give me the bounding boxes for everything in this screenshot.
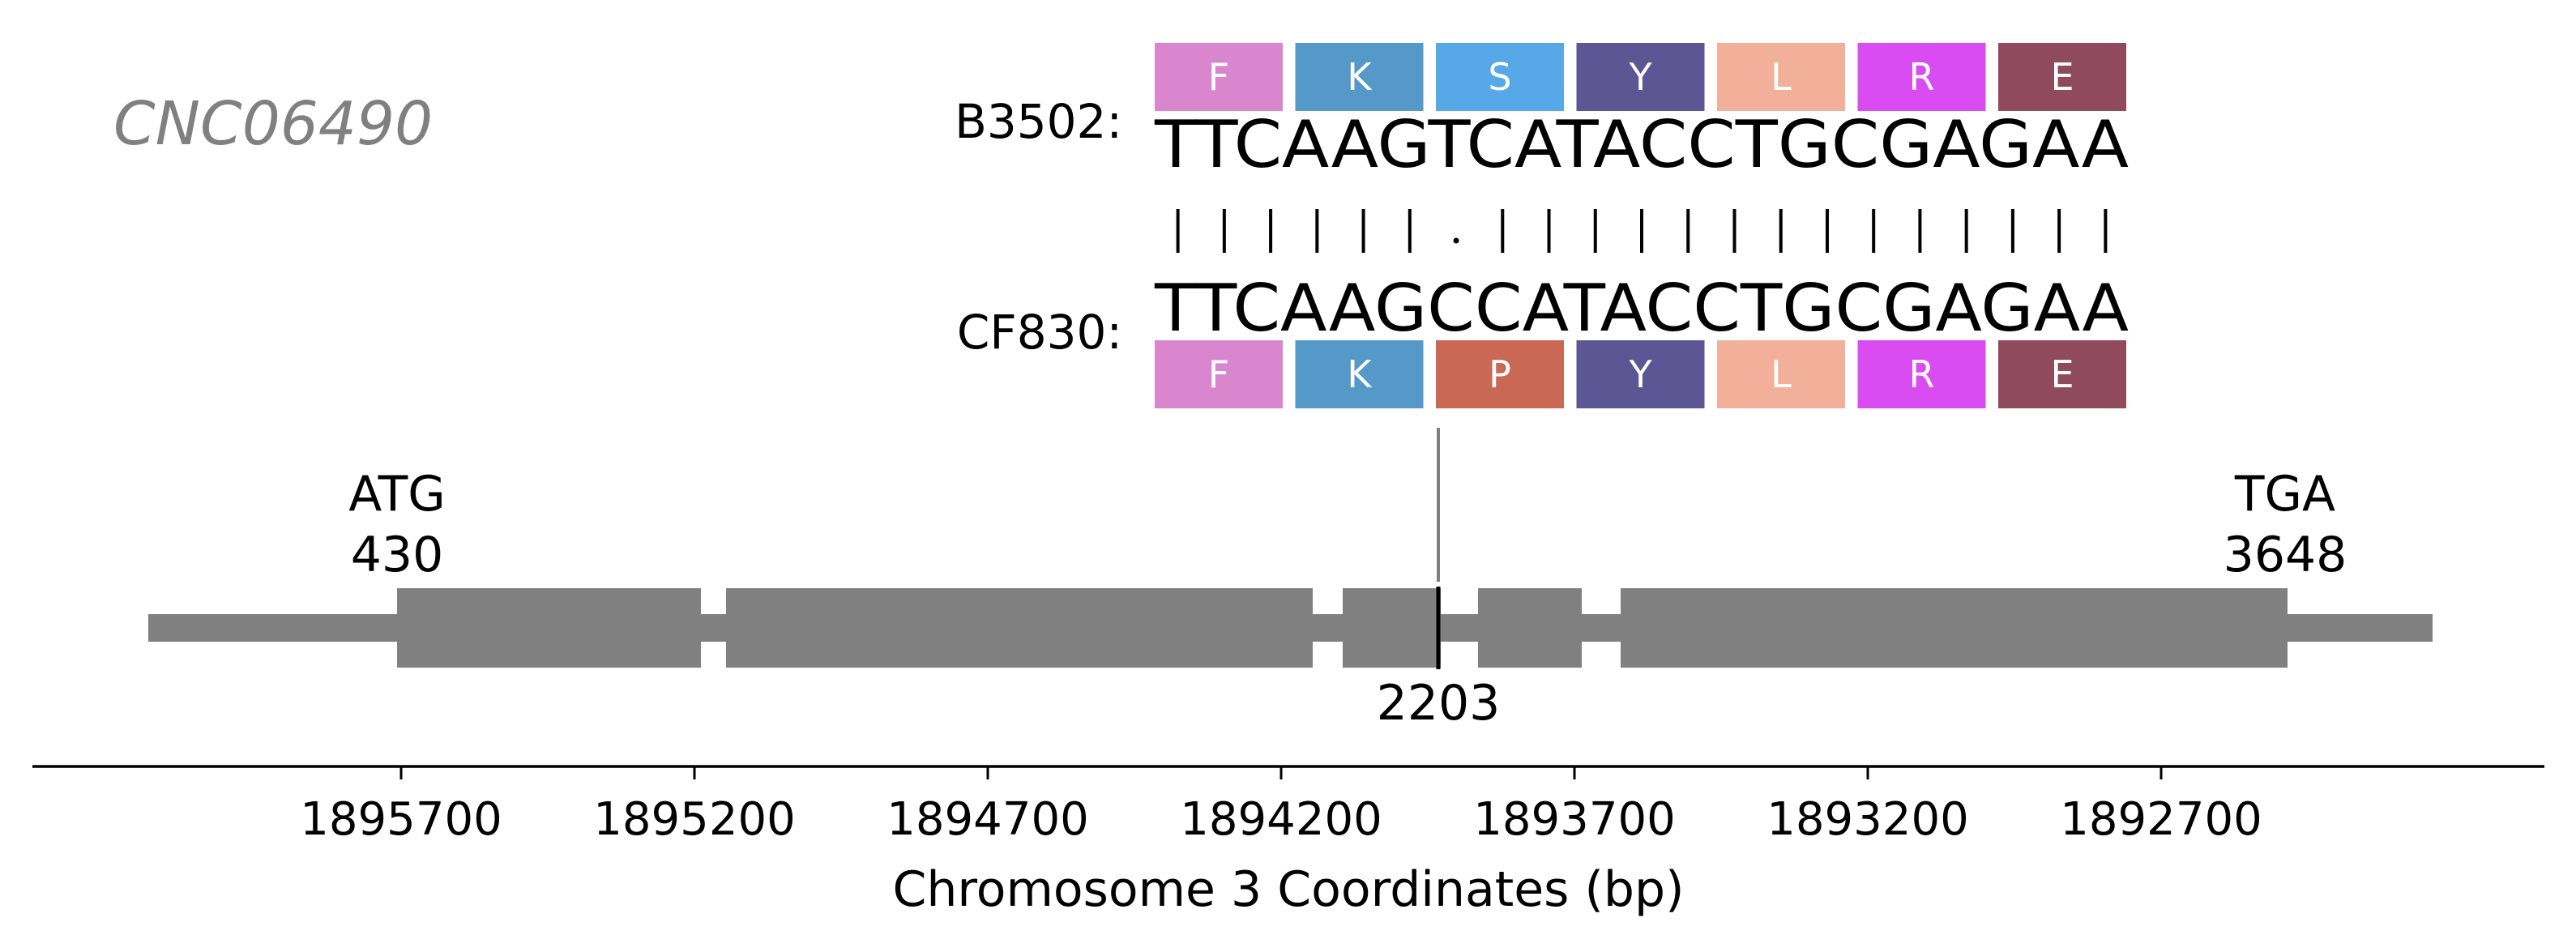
- bottom-aa-label-2: P: [1489, 352, 1511, 396]
- top-aa-box-6: [1998, 43, 2126, 111]
- x-tick-label-3: 1894200: [1180, 793, 1382, 846]
- exon-3: [1343, 588, 1441, 668]
- x-axis-ticks: 1895700 1895200 1894700 1894200 1893700 18932…: [300, 766, 2262, 846]
- alignment-mismatch-6: [1453, 237, 1459, 244]
- x-tick-label-4: 1893700: [1473, 793, 1675, 846]
- top-aa-label-1: K: [1347, 55, 1373, 99]
- gene-id: CNC06490: [113, 89, 433, 159]
- x-tick-label-1: 1895200: [593, 793, 795, 846]
- start-position-label: 430: [351, 527, 444, 583]
- top-aa-box-0: [1155, 43, 1283, 111]
- bottom-sequence: TTCAAGCCATACCTGCGAGAA: [1154, 271, 2129, 346]
- top-aa-label-3: Y: [1628, 55, 1652, 99]
- bottom-aa-label-0: F: [1208, 352, 1229, 396]
- top-aa-box-1: [1295, 43, 1424, 111]
- start-codon-label: ATG: [348, 466, 446, 523]
- bottom-aa-label-4: L: [1771, 352, 1792, 396]
- x-tick-label-0: 1895700: [300, 793, 502, 846]
- top-aa-box-3: [1576, 43, 1705, 111]
- alignment-track: [1176, 209, 2108, 253]
- bottom-aa-box-4: [1717, 340, 1845, 408]
- bottom-strain-label: CF830:: [957, 305, 1122, 360]
- top-strain-label: B3502:: [955, 94, 1122, 149]
- variant-position-label: 2203: [1377, 675, 1501, 732]
- exon-1: [397, 588, 701, 668]
- top-aa-label-6: E: [2050, 55, 2074, 99]
- top-aa-box-2: [1436, 43, 1564, 111]
- top-aa-label-2: S: [1488, 55, 1511, 99]
- bottom-aa-label-5: R: [1909, 352, 1935, 396]
- gene-model: [148, 587, 2433, 669]
- bottom-aa-box-0: [1155, 340, 1283, 408]
- bottom-aa-box-3: [1576, 340, 1705, 408]
- exon-4: [1478, 588, 1582, 668]
- top-aa-label-5: R: [1909, 55, 1935, 99]
- top-aa-label-4: L: [1771, 55, 1792, 99]
- bottom-aa-label-3: Y: [1628, 352, 1652, 396]
- bottom-aa-box-5: [1857, 340, 1986, 408]
- top-aa-box-5: [1857, 43, 1986, 111]
- x-tick-label-2: 1894700: [886, 793, 1088, 846]
- x-axis-title: Chromosome 3 Coordinates (bp): [892, 861, 1684, 918]
- bottom-aa-label-1: K: [1347, 352, 1373, 396]
- exon-2: [726, 588, 1313, 668]
- x-tick-label-5: 1893200: [1766, 793, 1968, 846]
- exon-5: [1621, 588, 2288, 668]
- top-aa-label-0: F: [1208, 55, 1229, 99]
- bottom-aa-box-6: [1998, 340, 2126, 408]
- top-aa-box-4: [1717, 43, 1845, 111]
- stop-position-label: 3648: [2224, 527, 2347, 583]
- stop-codon-label: TGA: [2234, 466, 2335, 523]
- x-tick-label-6: 1892700: [2060, 793, 2262, 846]
- bottom-aa-box-1: [1295, 340, 1424, 408]
- top-sequence: TTCAAGTCATACCTGCGAGAA: [1154, 107, 2129, 182]
- bottom-aa-label-6: E: [2050, 352, 2074, 396]
- bottom-aa-box-2: [1436, 340, 1564, 408]
